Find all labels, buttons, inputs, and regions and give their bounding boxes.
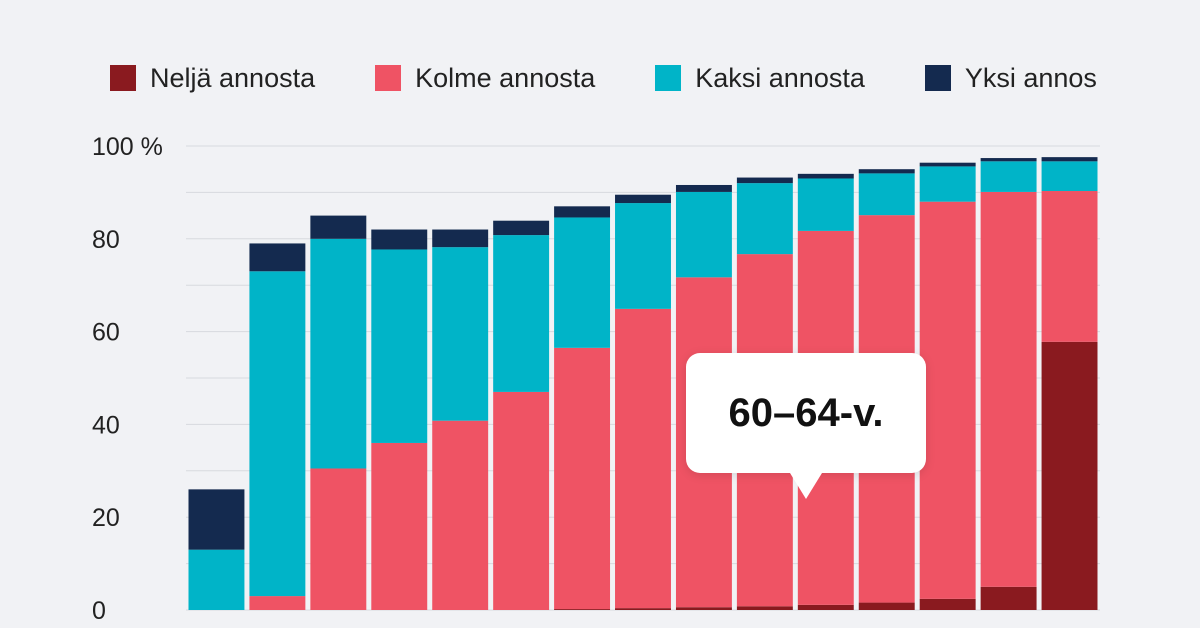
legend-item[interactable]: Neljä annosta <box>110 63 315 94</box>
bar-stack <box>493 220 550 610</box>
legend-label: Kaksi annosta <box>695 62 865 93</box>
bar-segment[interactable] <box>249 243 306 272</box>
bar-segment[interactable] <box>736 177 793 184</box>
legend-swatch <box>924 65 951 91</box>
bar-segment[interactable] <box>615 308 671 609</box>
bar-segment[interactable] <box>615 203 671 309</box>
y-axis-labels: 0 20 40 60 80 100 % <box>92 133 163 625</box>
bar-segment[interactable] <box>675 184 732 192</box>
bar-stacks <box>188 157 1098 610</box>
legend-swatch <box>655 65 682 91</box>
bar-stack <box>371 229 428 610</box>
y-tick-label: 80 <box>92 226 120 254</box>
bar-segment[interactable] <box>188 489 245 550</box>
bar-segment[interactable] <box>371 249 428 443</box>
bar-segment[interactable] <box>432 229 489 248</box>
bar-segment[interactable] <box>615 194 671 204</box>
bar-stack <box>249 243 306 610</box>
bar-segment[interactable] <box>1041 341 1098 610</box>
legend-swatch <box>110 65 136 91</box>
legend-item[interactable]: Kaksi annosta <box>655 63 865 94</box>
bar-stack <box>1041 157 1098 610</box>
bar-segment[interactable] <box>554 206 611 218</box>
hover-tooltip: 60–64-v. <box>686 353 926 499</box>
bar-segment[interactable] <box>980 191 1037 587</box>
bar-segment[interactable] <box>432 247 489 421</box>
legend-label: Neljä annosta <box>150 62 316 93</box>
bar-segment[interactable] <box>675 607 732 610</box>
bar-stack <box>615 194 671 610</box>
bar-segment[interactable] <box>493 235 550 392</box>
bar-segment[interactable] <box>188 549 245 610</box>
bar-stack <box>188 489 245 610</box>
bar-segment[interactable] <box>919 201 976 599</box>
legend-label: Kolme annosta <box>415 62 596 93</box>
bar-segment[interactable] <box>493 391 550 610</box>
bar-segment[interactable] <box>797 178 854 231</box>
bar-segment[interactable] <box>980 161 1037 192</box>
y-tick-label: 100 % <box>92 133 163 161</box>
bar-stack <box>919 162 976 610</box>
bar-segment[interactable] <box>736 606 793 610</box>
legend-item[interactable]: Kolme annosta <box>375 63 595 94</box>
bar-segment[interactable] <box>1041 157 1098 162</box>
bar-segment[interactable] <box>797 173 854 179</box>
y-tick-label: 40 <box>92 411 120 439</box>
bar-segment[interactable] <box>310 468 367 610</box>
bar-segment[interactable] <box>249 596 306 610</box>
bar-segment[interactable] <box>797 604 854 610</box>
y-tick-label: 60 <box>92 319 120 347</box>
bar-segment[interactable] <box>432 420 489 610</box>
bar-segment[interactable] <box>919 598 976 610</box>
bar-segment[interactable] <box>736 183 793 255</box>
chart-legend: Neljä annosta Kolme annosta Kaksi annosta Y… <box>110 58 1097 98</box>
legend-swatch <box>375 65 402 91</box>
bar-segment[interactable] <box>858 602 915 610</box>
bar-segment[interactable] <box>310 238 367 469</box>
bar-segment[interactable] <box>371 229 428 250</box>
bar-segment[interactable] <box>980 158 1037 162</box>
bar-segment[interactable] <box>919 166 976 202</box>
bar-stack <box>554 206 611 610</box>
bar-segment[interactable] <box>858 173 915 216</box>
y-tick-label: 0 <box>92 597 106 625</box>
bar-stack <box>980 158 1037 610</box>
y-tick-label: 20 <box>92 504 120 532</box>
bar-segment[interactable] <box>554 217 611 348</box>
bar-segment[interactable] <box>554 609 611 610</box>
bar-stack <box>432 229 489 610</box>
bar-segment[interactable] <box>858 169 915 174</box>
bar-segment[interactable] <box>1041 161 1098 192</box>
legend-label: Yksi annos <box>964 62 1097 93</box>
bar-segment[interactable] <box>493 220 550 236</box>
legend-item[interactable]: Yksi annos <box>924 62 1097 94</box>
bar-segment[interactable] <box>554 347 611 610</box>
bar-segment[interactable] <box>371 442 428 610</box>
bar-segment[interactable] <box>1041 191 1098 342</box>
bar-stack <box>310 215 367 610</box>
bar-segment[interactable] <box>249 271 306 597</box>
bar-segment[interactable] <box>980 586 1037 610</box>
bar-segment[interactable] <box>675 191 732 278</box>
bar-segment[interactable] <box>615 608 671 610</box>
bar-segment[interactable] <box>310 215 367 239</box>
bar-segment[interactable] <box>919 162 976 167</box>
tooltip-label: 60–64-v. <box>728 390 884 435</box>
